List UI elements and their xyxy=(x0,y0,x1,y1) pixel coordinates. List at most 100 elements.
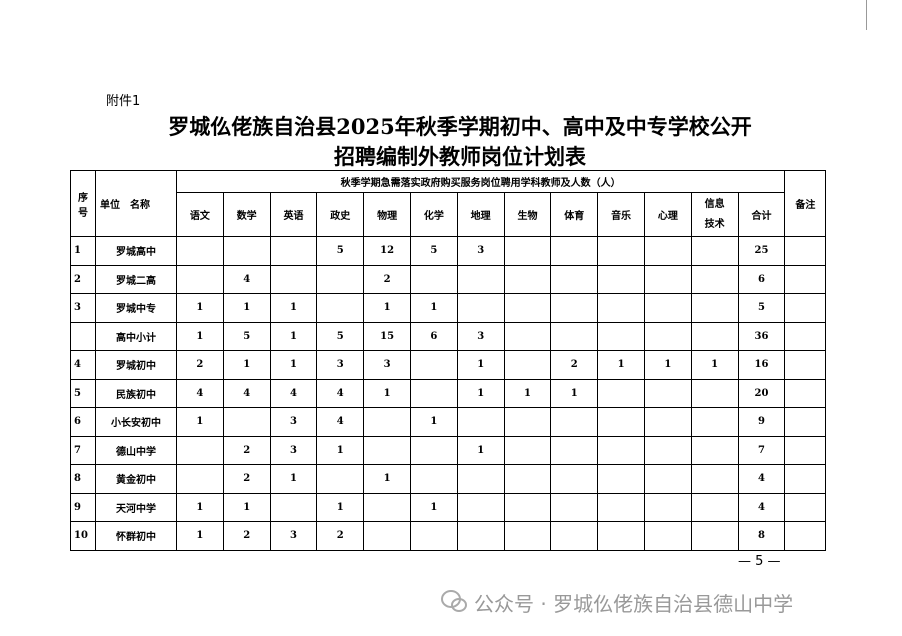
table-cell xyxy=(784,350,827,380)
header-cell: 化学 xyxy=(409,192,458,237)
table-cell: 1 xyxy=(456,378,505,408)
table-cell xyxy=(690,378,739,408)
table-cell: 7 xyxy=(70,435,96,465)
table-cell xyxy=(643,321,692,351)
table-cell xyxy=(503,264,552,294)
header-cell: 单位 名称 xyxy=(95,170,177,237)
table-cell xyxy=(176,236,224,266)
table-cell: 10 xyxy=(70,521,96,551)
table-cell: 5 xyxy=(316,321,365,351)
table-cell xyxy=(176,464,224,494)
table-cell: 罗城高中 xyxy=(95,236,177,266)
table-cell: 黄金初中 xyxy=(95,464,177,494)
table-cell: 1 xyxy=(222,350,271,380)
header-cell: 秋季学期急需落实政府购买服务岗位聘用学科教师及人数（人） xyxy=(175,170,786,193)
table-cell: 4 xyxy=(316,407,365,437)
table-cell xyxy=(643,435,692,465)
table-cell xyxy=(316,464,365,494)
table-cell: 4 xyxy=(269,378,318,408)
table-cell: 20 xyxy=(737,378,786,408)
table-cell xyxy=(456,264,505,294)
table-cell: 1 xyxy=(70,236,96,266)
table-cell xyxy=(690,492,739,522)
table-cell xyxy=(70,321,96,351)
table-cell xyxy=(643,236,692,266)
table-cell xyxy=(784,264,827,294)
table-cell: 4 xyxy=(222,378,271,408)
table-cell: 6 xyxy=(409,321,458,351)
table-cell xyxy=(409,435,458,465)
table-cell: 5 xyxy=(737,293,786,323)
table-cell: 5 xyxy=(222,321,271,351)
header-cell: 地理 xyxy=(456,192,505,237)
table-cell: 25 xyxy=(737,236,786,266)
table-cell xyxy=(550,407,599,437)
table-cell xyxy=(550,236,599,266)
table-cell xyxy=(690,293,739,323)
table-cell xyxy=(456,521,505,551)
table-cell: 5 xyxy=(70,378,96,408)
table-cell xyxy=(643,464,692,494)
table-cell xyxy=(784,378,827,408)
table-cell xyxy=(456,293,505,323)
table-cell: 2 xyxy=(176,350,224,380)
table-cell: 1 xyxy=(176,321,224,351)
table-cell: 1 xyxy=(176,521,224,551)
table-cell: 36 xyxy=(737,321,786,351)
page-number: — 5 — xyxy=(738,554,781,569)
table-cell: 民族初中 xyxy=(95,378,177,408)
table-cell xyxy=(643,293,692,323)
table-cell: 3 xyxy=(456,236,505,266)
table-cell: 1 xyxy=(409,407,458,437)
table-cell xyxy=(597,378,645,408)
table-cell xyxy=(643,264,692,294)
table-cell xyxy=(550,264,599,294)
table-cell xyxy=(409,350,458,380)
header-cell: 英语 xyxy=(269,192,318,237)
table-cell: 4 xyxy=(70,350,96,380)
table-cell xyxy=(503,407,552,437)
header-cell: 心理 xyxy=(643,192,692,237)
table-cell xyxy=(597,435,645,465)
header-cell: 序号 xyxy=(70,170,96,237)
table-cell: 9 xyxy=(70,492,96,522)
table-cell: 3 xyxy=(269,435,318,465)
table-cell: 3 xyxy=(316,350,365,380)
header-cell: 合计 xyxy=(737,192,786,237)
table-cell xyxy=(690,264,739,294)
crop-mark xyxy=(866,0,867,30)
table-cell: 15 xyxy=(363,321,411,351)
table-cell: 天河中学 xyxy=(95,492,177,522)
table-cell xyxy=(409,464,458,494)
table-cell xyxy=(550,521,599,551)
table-cell: 5 xyxy=(409,236,458,266)
table-cell xyxy=(690,464,739,494)
header-cell: 数学 xyxy=(222,192,271,237)
table-cell: 1 xyxy=(597,350,645,380)
table-cell: 1 xyxy=(269,464,318,494)
table-cell xyxy=(643,407,692,437)
table-cell xyxy=(550,293,599,323)
table-cell: 4 xyxy=(316,378,365,408)
table-cell: 6 xyxy=(737,264,786,294)
header-cell: 物理 xyxy=(363,192,411,237)
table-cell: 1 xyxy=(176,293,224,323)
table-cell: 16 xyxy=(737,350,786,380)
table-cell xyxy=(409,264,458,294)
table-cell xyxy=(784,321,827,351)
header-cell: 信息技术 xyxy=(690,192,739,237)
table-cell xyxy=(222,407,271,437)
table-cell xyxy=(784,521,827,551)
table-cell: 2 xyxy=(222,464,271,494)
table-cell xyxy=(363,407,411,437)
table-cell: 1 xyxy=(269,321,318,351)
table-cell: 1 xyxy=(176,407,224,437)
table-cell: 1 xyxy=(363,293,411,323)
table-cell: 1 xyxy=(316,435,365,465)
table-cell: 7 xyxy=(737,435,786,465)
table-cell xyxy=(550,492,599,522)
table-cell: 小长安初中 xyxy=(95,407,177,437)
table-cell: 3 xyxy=(456,321,505,351)
title-line: 招聘编制外教师岗位计划表 xyxy=(334,144,586,169)
table-cell: 1 xyxy=(409,492,458,522)
